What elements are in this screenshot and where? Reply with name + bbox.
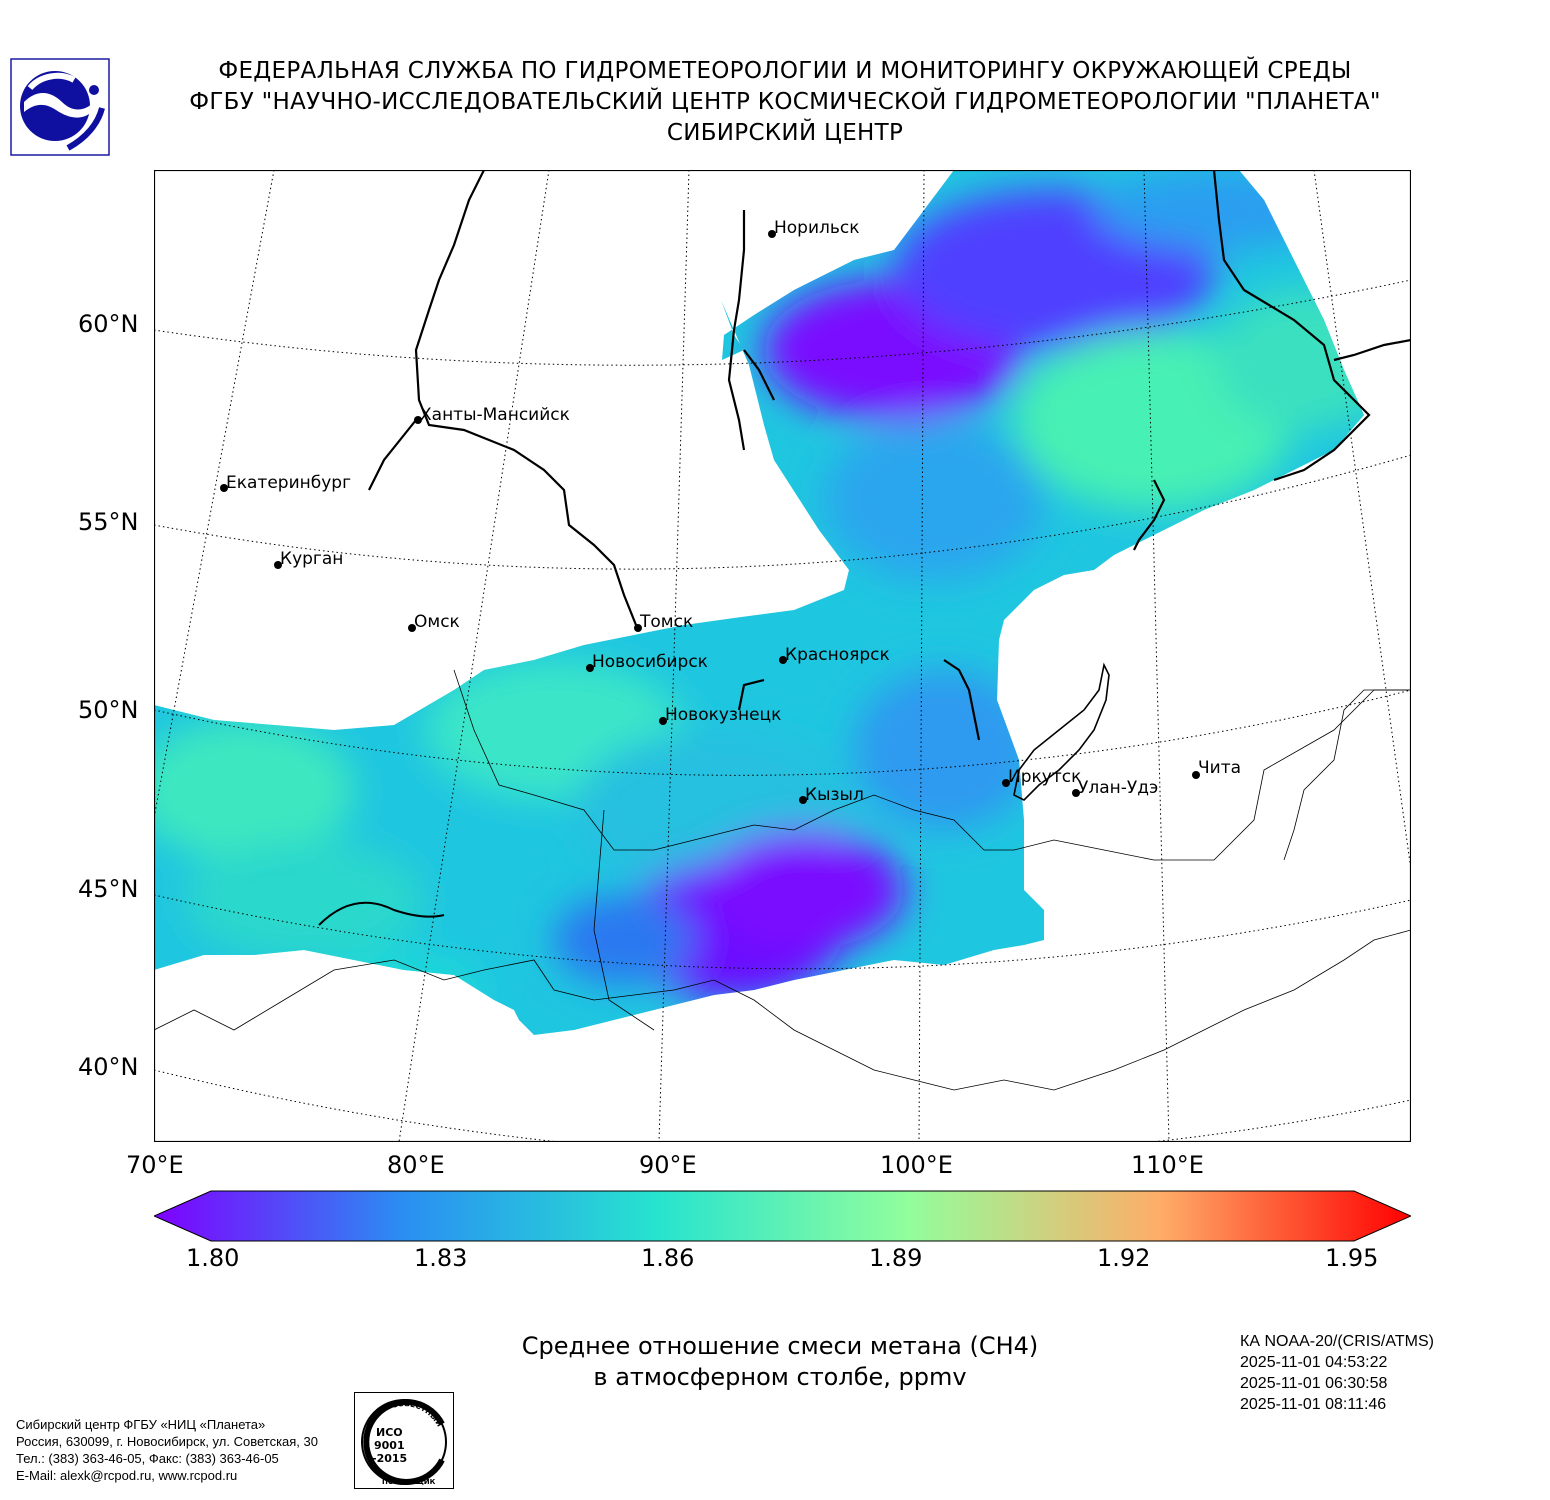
city-chita: Чита — [1192, 758, 1241, 779]
city-label: Курган — [280, 549, 343, 569]
colorbar — [154, 1190, 1411, 1242]
lon-label: 100°E — [880, 1151, 953, 1179]
city-label: Иркутск — [1008, 767, 1081, 787]
satellite-name: КА NOAA-20/(CRIS/ATMS) — [1240, 1333, 1434, 1350]
city-label: Кызыл — [805, 785, 864, 805]
cities: Норильск Ханты-Мансийск Екатеринбург Кур… — [220, 218, 1241, 805]
graticule — [154, 170, 1411, 1142]
colorbar-tick: 1.92 — [1097, 1244, 1151, 1272]
header: ФЕДЕРАЛЬНАЯ СЛУЖБА ПО ГИДРОМЕТЕОРОЛОГИИ … — [120, 56, 1450, 149]
city-norilsk: Норильск — [768, 218, 860, 238]
city-novokuznetsk: Новокузнецк — [659, 705, 781, 725]
city-label: Екатеринбург — [226, 473, 351, 493]
contact-footer: Сибирский центр ФГБУ «НИЦ «Планета» Росс… — [16, 1416, 318, 1484]
iso-bottom-text: ПОСТАВЩИК — [382, 1478, 436, 1486]
city-ekaterinburg: Екатеринбург — [220, 473, 351, 493]
pass-time: 2025-11-01 06:30:58 — [1240, 1375, 1388, 1392]
pass-time: 2025-11-01 04:53:22 — [1240, 1354, 1388, 1371]
lat-label: 40°N — [78, 1053, 139, 1081]
pass-time: 2025-11-01 08:11:46 — [1240, 1396, 1387, 1413]
iso-label: ИСО — [376, 1426, 403, 1439]
colorbar-tick: 1.86 — [641, 1244, 695, 1272]
header-line3: СИБИРСКИЙ ЦЕНТР — [666, 120, 904, 146]
city-krasnoyarsk: Красноярск — [779, 645, 890, 665]
lat-label: 60°N — [78, 310, 139, 338]
lat-label: 55°N — [78, 508, 139, 536]
footer-line2: Россия, 630099, г. Новосибирск, ул. Сове… — [16, 1434, 318, 1449]
lat-label: 50°N — [78, 696, 139, 724]
city-novosibirsk: Новосибирск — [586, 652, 708, 672]
lon-label: 90°E — [639, 1151, 697, 1179]
satellite-info: КА NOAA-20/(CRIS/ATMS) 2025-11-01 04:53:… — [1240, 1331, 1434, 1415]
methane-map: Норильск Ханты-Мансийск Екатеринбург Кур… — [154, 170, 1411, 1142]
city-label: Омск — [414, 612, 460, 632]
city-label: Красноярск — [785, 645, 890, 665]
borders — [154, 669, 1411, 1091]
lake-balkhash — [318, 901, 445, 926]
title-line2: в атмосферном столбе, ppmv — [593, 1363, 967, 1391]
city-ulan-ude: Улан-Удэ — [1072, 778, 1158, 798]
rivers — [368, 170, 1411, 741]
map-title: Среднее отношение смеси метана (CH4) в а… — [420, 1331, 1140, 1393]
footer-line3: Тел.: (383) 363-46-05, Факс: (383) 363-4… — [16, 1451, 279, 1466]
lat-label: 45°N — [78, 875, 139, 903]
iso-badge: ДОБРОСОВЕСТНЫЙ ИСО 9001 -2015 ПОСТАВЩИК — [354, 1392, 454, 1489]
city-label: Томск — [639, 612, 693, 632]
lon-label: 80°E — [387, 1151, 445, 1179]
footer-line4: E-Mail: alexk@rcpod.ru, www.rcpod.ru — [16, 1468, 238, 1483]
planeta-logo — [10, 58, 110, 156]
iso-year: -2015 — [372, 1452, 407, 1465]
city-omsk: Омск — [408, 612, 460, 632]
header-line2: ФГБУ "НАУЧНО-ИССЛЕДОВАТЕЛЬСКИЙ ЦЕНТР КОС… — [189, 89, 1381, 115]
city-kyzyl: Кызыл — [799, 785, 864, 805]
city-kurgan: Курган — [274, 549, 343, 569]
colorbar-tick: 1.80 — [186, 1244, 240, 1272]
header-line1: ФЕДЕРАЛЬНАЯ СЛУЖБА ПО ГИДРОМЕТЕОРОЛОГИИ … — [218, 58, 1352, 84]
city-label: Улан-Удэ — [1078, 778, 1158, 798]
footer-line1: Сибирский центр ФГБУ «НИЦ «Планета» — [16, 1417, 266, 1432]
city-label: Чита — [1198, 758, 1241, 778]
iso-number: 9001 — [374, 1439, 405, 1452]
colorbar-tick: 1.95 — [1325, 1244, 1379, 1272]
colorbar-tick: 1.89 — [869, 1244, 923, 1272]
city-label: Новокузнецк — [665, 705, 781, 725]
city-label: Ханты-Мансийск — [420, 405, 570, 425]
city-label: Норильск — [774, 218, 860, 238]
lake-baikal — [1013, 662, 1110, 801]
lon-label: 70°E — [126, 1151, 184, 1179]
city-khanty-mansiysk: Ханты-Мансийск — [414, 405, 570, 425]
colorbar-tick: 1.83 — [414, 1244, 468, 1272]
city-label: Новосибирск — [592, 652, 708, 672]
city-tomsk: Томск — [634, 612, 693, 632]
city-irkutsk: Иркутск — [1002, 767, 1081, 787]
title-line1: Среднее отношение смеси метана (CH4) — [521, 1332, 1039, 1360]
lon-label: 110°E — [1131, 1151, 1204, 1179]
